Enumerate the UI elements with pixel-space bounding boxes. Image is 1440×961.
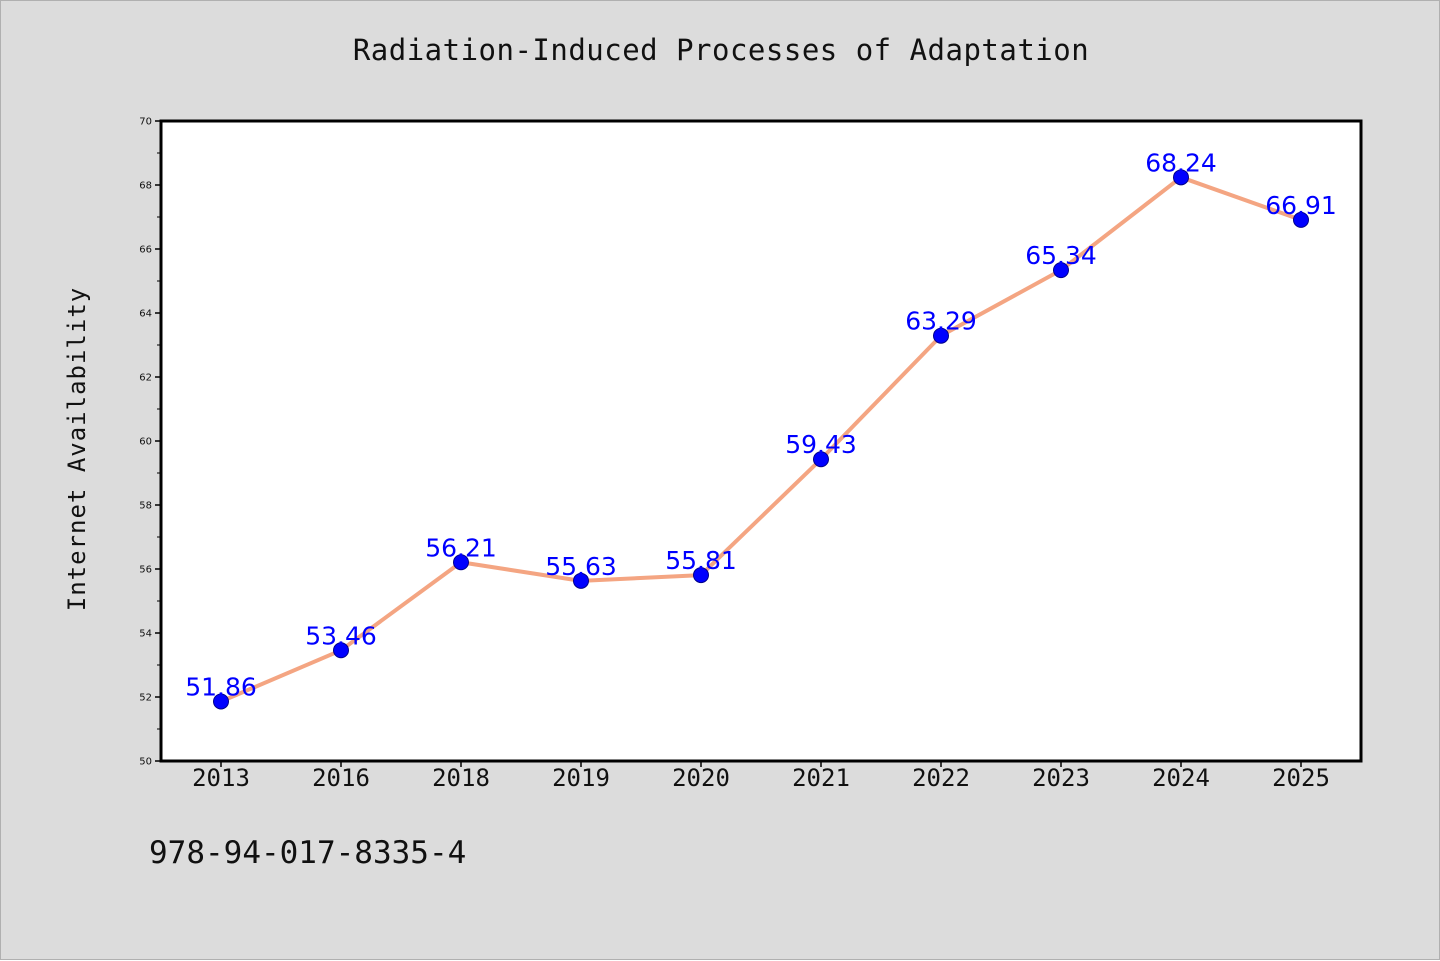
- x-tick-label: 2023: [1032, 764, 1090, 792]
- x-tick-label: 2022: [912, 764, 970, 792]
- y-tick-label: 66: [139, 245, 152, 256]
- y-tick-label: 64: [139, 309, 152, 320]
- series-line: [219, 175, 1303, 704]
- plot-background: [161, 121, 1361, 761]
- data-label: 55.81: [665, 546, 737, 575]
- data-point: [1173, 169, 1189, 186]
- y-tick-label: 62: [139, 373, 152, 384]
- data-point: [813, 451, 829, 468]
- data-point: [693, 567, 709, 584]
- y-tick-label: 68: [139, 181, 152, 192]
- data-label: 63.29: [905, 307, 977, 336]
- x-tick-label: 2018: [432, 764, 490, 792]
- data-label: 56.21: [425, 533, 497, 562]
- data-point: [213, 693, 229, 710]
- y-tick-label: 56: [139, 565, 152, 576]
- y-tick-label: 60: [139, 437, 152, 448]
- data-point: [333, 642, 349, 659]
- data-point: [573, 572, 589, 589]
- y-tick-label: 58: [139, 501, 152, 512]
- data-label: 66.91: [1265, 191, 1337, 220]
- data-label: 53.46: [305, 621, 377, 650]
- x-tick-label: 2024: [1152, 764, 1210, 792]
- y-tick-label: 54: [139, 629, 152, 640]
- x-tick-label: 2016: [312, 764, 370, 792]
- data-label: 68.24: [1145, 148, 1217, 177]
- data-point: [453, 554, 469, 571]
- data-label: 65.34: [1025, 241, 1097, 270]
- data-label: 59.43: [785, 430, 857, 459]
- data-label: 55.63: [545, 552, 617, 581]
- footer-code: 978-94-017-8335-4: [149, 835, 467, 871]
- data-point: [933, 327, 949, 344]
- data-point: [1293, 211, 1309, 228]
- x-tick-label: 2019: [552, 764, 610, 792]
- chart-title: Radiation-Induced Processes of Adaptatio…: [352, 33, 1090, 67]
- x-tick-label: 2020: [672, 764, 730, 792]
- x-tick-label: 2013: [192, 764, 250, 792]
- data-label: 51.86: [185, 672, 257, 701]
- y-tick-label: 50: [139, 757, 152, 768]
- y-tick-label: 52: [139, 693, 152, 704]
- y-tick-label: 70: [139, 117, 152, 128]
- x-tick-label: 2021: [792, 764, 850, 792]
- x-tick-label: 2025: [1272, 764, 1330, 792]
- data-point: [1053, 262, 1069, 279]
